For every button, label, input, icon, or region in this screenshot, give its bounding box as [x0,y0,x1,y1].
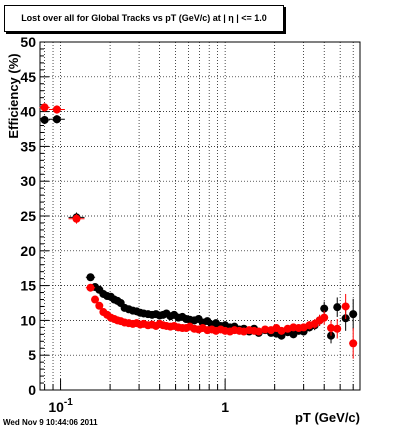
marker [86,283,95,292]
data-point [327,320,336,336]
data-point [95,301,104,310]
chart-title-box: Lost over all for Global Tracks vs pT (G… [4,5,284,32]
marker [341,302,350,311]
y-tick-label: 35 [20,138,36,154]
y-tick-labels: 0 5 10 15 20 25 30 35 40 45 50 [20,34,36,398]
marker [327,324,336,333]
chart-title: Lost over all for Global Tracks vs pT (G… [21,13,267,23]
marker [91,295,100,304]
data-point [48,105,65,114]
data-point [277,326,286,335]
marker [40,115,49,124]
data-point [349,328,358,359]
data-point [333,297,342,317]
x-axis-label: pT (GeV/c) [295,410,360,425]
y-tick-label: 45 [20,69,36,85]
marker [333,324,342,333]
marker [72,214,81,223]
timestamp: Wed Nov 9 10:44:06 2011 [3,418,98,427]
data-point [48,115,65,124]
marker [277,326,286,335]
data-point [349,298,358,330]
data-points [39,103,358,359]
marker [320,304,329,313]
marker [261,325,270,334]
marker [333,303,342,312]
x-tick-label: 1 [221,399,229,415]
y-tick-label: 30 [20,173,36,189]
data-point [68,213,85,224]
y-tick-label: 50 [20,34,36,50]
data-point [85,273,96,282]
axis-ticks [40,41,354,391]
data-point [341,293,350,320]
marker [320,313,329,322]
data-point [320,310,329,325]
y-tick-label: 20 [20,243,36,259]
data-point [254,327,263,336]
marker [52,105,61,114]
marker [40,103,49,112]
marker [86,273,95,282]
y-tick-label: 40 [20,104,36,120]
y-tick-label: 25 [20,208,36,224]
y-tick-label: 0 [28,382,36,398]
x-tick-label: 10-1 [48,397,73,415]
marker [349,310,358,319]
marker [95,301,104,310]
marker [52,115,61,124]
data-point [333,319,342,339]
marker [349,339,358,348]
marker [254,327,263,336]
y-tick-label: 5 [28,347,36,363]
data-point [39,115,50,125]
data-point [320,301,329,316]
y-tick-label: 15 [20,278,36,294]
y-tick-label: 10 [20,312,36,328]
y-axis-label: Efficiency (%) [6,53,21,138]
grid [40,42,360,390]
data-point [85,283,96,292]
x-tick-labels: 10-1 1 [48,397,229,415]
data-point [39,103,50,112]
data-point [91,295,100,304]
